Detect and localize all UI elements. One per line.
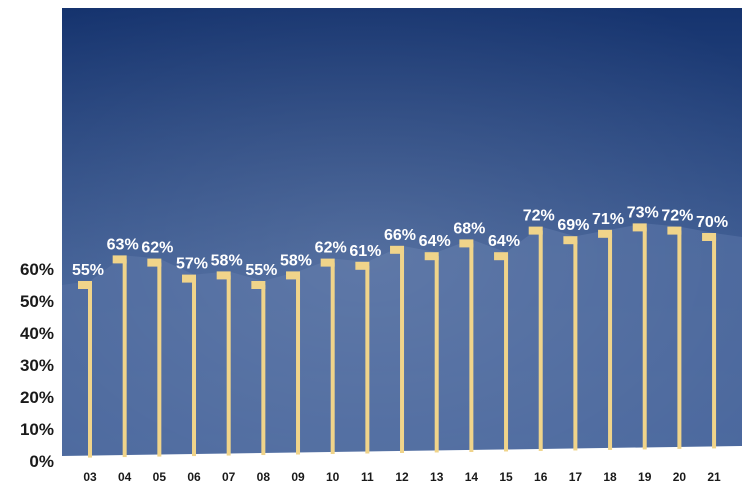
bar-cap	[390, 245, 405, 254]
plot-base	[62, 446, 742, 484]
data-label: 73%	[627, 204, 659, 221]
x-tick-label: 15	[499, 470, 513, 484]
x-tick-label: 04	[118, 470, 132, 484]
bar	[608, 233, 613, 450]
y-tick-label: 60%	[20, 260, 54, 279]
data-label: 62%	[141, 240, 173, 257]
data-label: 63%	[107, 236, 139, 253]
bar	[157, 262, 162, 457]
x-tick-label: 19	[638, 470, 652, 484]
bar-cap	[78, 281, 92, 289]
bar	[677, 230, 682, 449]
data-label: 66%	[384, 227, 416, 244]
bar	[434, 256, 439, 453]
x-tick-label: 21	[707, 470, 721, 484]
x-tick-label: 12	[395, 470, 409, 484]
x-axis: 03 04 05 06 07 08 09 10 11 12 13 14 15 16 17 18 19 20 21	[83, 470, 721, 484]
x-tick-label: 18	[603, 470, 617, 484]
bar	[712, 237, 717, 449]
bar-cap	[528, 226, 543, 235]
data-label: 58%	[280, 252, 312, 269]
y-tick-label: 10%	[20, 420, 54, 439]
y-tick-label: 40%	[20, 324, 54, 343]
x-tick-label: 07	[222, 470, 236, 484]
bar-cap	[424, 252, 439, 261]
bar-cap	[251, 281, 266, 289]
x-tick-label: 10	[326, 470, 340, 484]
bar	[88, 285, 92, 458]
data-label: 57%	[176, 256, 208, 273]
bar	[261, 285, 266, 456]
x-tick-label: 16	[534, 470, 548, 484]
bar-cap	[598, 229, 613, 238]
y-tick-label: 30%	[20, 356, 54, 375]
bar-cap	[494, 252, 509, 261]
data-label: 70%	[696, 214, 728, 231]
bar-cap	[286, 271, 301, 280]
data-label: 71%	[592, 211, 624, 228]
bar	[296, 275, 301, 455]
bar	[400, 249, 405, 453]
bars	[78, 223, 717, 458]
bar-cap	[147, 258, 162, 267]
data-labels: 55%63% 62%57% 58%55%58%62% 61%66% 64%68%64%7…	[72, 204, 728, 279]
y-axis: 0% 10% 20% 30% 40% 50% 60%	[20, 260, 54, 471]
data-label: 62%	[315, 240, 347, 257]
data-label: 64%	[419, 233, 451, 250]
bar-cap	[355, 261, 370, 270]
data-label: 69%	[557, 217, 589, 234]
bar-cap	[563, 236, 578, 245]
bar-cap	[459, 239, 474, 248]
data-label: 55%	[72, 262, 104, 279]
data-label: 58%	[211, 252, 243, 269]
bar	[504, 256, 509, 452]
bar	[226, 275, 231, 456]
data-label: 55%	[245, 262, 277, 279]
data-label: 72%	[523, 208, 555, 225]
x-tick-label: 06	[187, 470, 201, 484]
x-tick-label: 13	[430, 470, 444, 484]
data-label: 61%	[349, 243, 381, 260]
data-label: 64%	[488, 233, 520, 250]
bar	[122, 259, 127, 458]
bar	[538, 230, 543, 451]
data-label: 68%	[453, 220, 485, 237]
bar-cap	[182, 274, 197, 283]
bar	[469, 243, 474, 452]
bar-cap	[702, 233, 717, 241]
y-tick-label: 20%	[20, 388, 54, 407]
x-tick-label: 08	[257, 470, 271, 484]
bar	[330, 262, 335, 455]
bar	[365, 265, 370, 454]
bar	[192, 278, 197, 457]
bar-cap	[632, 223, 647, 232]
x-tick-label: 14	[465, 470, 479, 484]
bar	[642, 227, 647, 450]
x-tick-label: 11	[361, 470, 374, 484]
bar-cap	[112, 255, 127, 264]
bar-cap	[216, 271, 231, 280]
bar-cap	[667, 226, 682, 235]
y-tick-label: 0%	[29, 452, 54, 471]
x-tick-label: 05	[153, 470, 167, 484]
y-tick-label: 50%	[20, 292, 54, 311]
bar	[573, 240, 578, 451]
data-label: 72%	[661, 208, 693, 225]
bar-cap	[320, 258, 335, 267]
x-tick-label: 09	[291, 470, 305, 484]
x-tick-label: 03	[83, 470, 97, 484]
x-tick-label: 20	[673, 470, 687, 484]
x-tick-label: 17	[569, 470, 583, 484]
